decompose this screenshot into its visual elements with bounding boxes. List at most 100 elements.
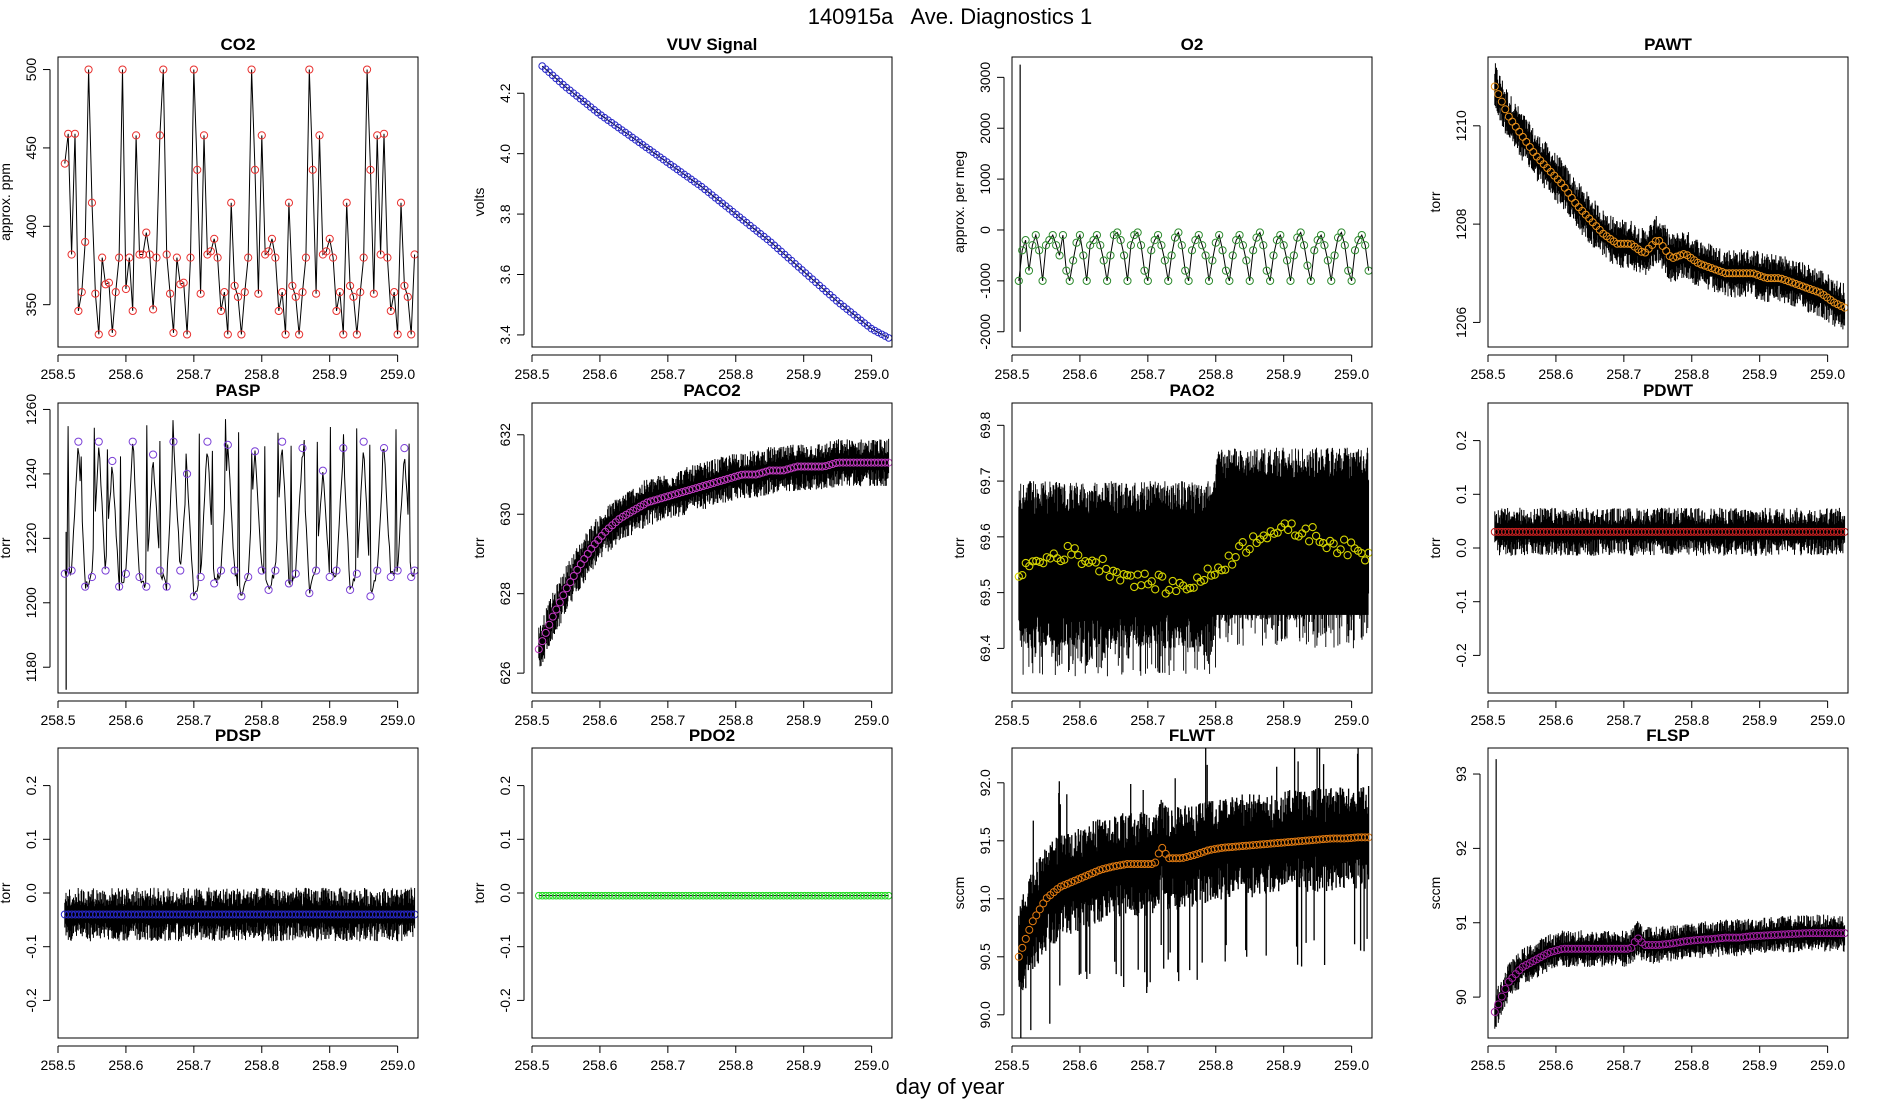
data-point [1283, 525, 1293, 535]
data-point [339, 330, 348, 339]
y-axis-label: approx. ppm [0, 163, 13, 241]
data-point [1711, 265, 1720, 274]
data-point [240, 288, 249, 297]
data-point [727, 473, 736, 482]
data-point [223, 330, 232, 339]
y-tick-label: 92.0 [977, 769, 993, 796]
panel-title: PDSP [215, 726, 261, 745]
data-point [142, 228, 151, 237]
data-point [1756, 272, 1765, 281]
data-point [386, 572, 395, 582]
data-point [366, 592, 375, 601]
data-point [410, 910, 418, 919]
data-point [1038, 276, 1047, 285]
data-point [74, 437, 83, 446]
y-tick-label: 1210 [1453, 110, 1469, 141]
y-tick-label: 626 [497, 661, 513, 685]
y-tick-label: 0.2 [23, 776, 39, 796]
y-tick-label: -0.1 [1453, 589, 1469, 613]
data-point [230, 281, 239, 290]
x-tick-label: 258.7 [1606, 366, 1641, 382]
x-tick-label: 258.8 [1198, 712, 1233, 728]
data-point [1788, 278, 1797, 287]
data-point [1777, 274, 1786, 283]
data-point [1263, 534, 1272, 543]
data-point [1623, 944, 1632, 953]
data-point [1837, 527, 1846, 536]
panel-pao2: PAO2 torr 258.5 258.6 258.7 258.8 258.9 259.0 69… [951, 381, 1373, 728]
data-point [84, 65, 93, 74]
x-tick-label: 258.7 [1130, 366, 1165, 382]
x-tick-label: 258.9 [312, 712, 347, 728]
data-point [1157, 241, 1166, 250]
noise-core [1018, 514, 1369, 615]
y-axis-label: torr [1427, 537, 1443, 558]
data-point [1136, 241, 1146, 250]
data-point [1189, 583, 1198, 592]
data-point [783, 465, 792, 474]
data-point [165, 289, 175, 298]
data-point [1092, 230, 1102, 240]
data-point [1177, 241, 1186, 250]
series-line [64, 69, 416, 335]
data-point [210, 234, 219, 243]
y-axis-label: torr [0, 537, 13, 558]
data-point [1095, 866, 1104, 875]
panel-title: PDWT [1643, 381, 1694, 400]
data-point [1042, 553, 1051, 562]
y-tick-label: 3.8 [497, 204, 513, 224]
data-point [142, 582, 151, 591]
data-point [1021, 236, 1030, 245]
data-point [660, 493, 669, 502]
data-point [1497, 992, 1506, 1001]
data-point [1215, 230, 1224, 240]
data-point [1679, 250, 1688, 259]
x-tick-label: 258.8 [244, 1057, 279, 1073]
data-point [1193, 850, 1202, 859]
data-point [1181, 266, 1190, 275]
data-point [1336, 545, 1345, 554]
data-point [1143, 276, 1152, 285]
x-tick-label: 259.0 [854, 712, 889, 728]
data-point [67, 250, 76, 259]
data-point [162, 250, 171, 259]
data-point [1327, 276, 1336, 285]
data-point [274, 306, 283, 316]
data-point [1494, 1000, 1503, 1009]
data-point [366, 165, 375, 174]
data-point [390, 288, 399, 297]
data-point [1082, 276, 1091, 285]
data-point [152, 253, 161, 262]
data-point [1700, 261, 1709, 270]
data-point [881, 458, 890, 467]
y-axis-label: torr [471, 537, 487, 558]
plot-area [60, 419, 418, 690]
data-point [1282, 256, 1292, 265]
y-axis-label: sccm [1427, 877, 1443, 910]
data-point [362, 65, 372, 74]
data-point [111, 288, 120, 297]
data-point [1201, 251, 1210, 260]
x-tick-label: 258.9 [786, 366, 821, 382]
data-point [1200, 847, 1209, 856]
x-tick-label: 258.9 [312, 366, 347, 382]
y-tick-label: 2000 [977, 112, 993, 143]
data-point [1184, 276, 1193, 285]
panel-o2: O2 approx. per meg 258.5 258.6 258.7 258.8 258… [951, 35, 1373, 382]
data-point [155, 131, 164, 140]
data-point [1035, 905, 1044, 914]
data-point [1329, 539, 1338, 548]
x-tick-label: 259.0 [380, 1057, 415, 1073]
y-axis-label: torr [951, 537, 967, 558]
data-point [1255, 228, 1265, 237]
plot-frame [1011, 402, 1373, 694]
data-point [1031, 230, 1040, 240]
y-tick-label: 4.2 [497, 83, 513, 103]
x-tick-label: 258.7 [1606, 1057, 1641, 1073]
data-point [281, 330, 290, 339]
data-point [230, 566, 239, 575]
y-tick-label: 630 [497, 502, 513, 526]
data-point [1039, 559, 1048, 568]
y-tick-label: 1208 [1453, 208, 1469, 239]
